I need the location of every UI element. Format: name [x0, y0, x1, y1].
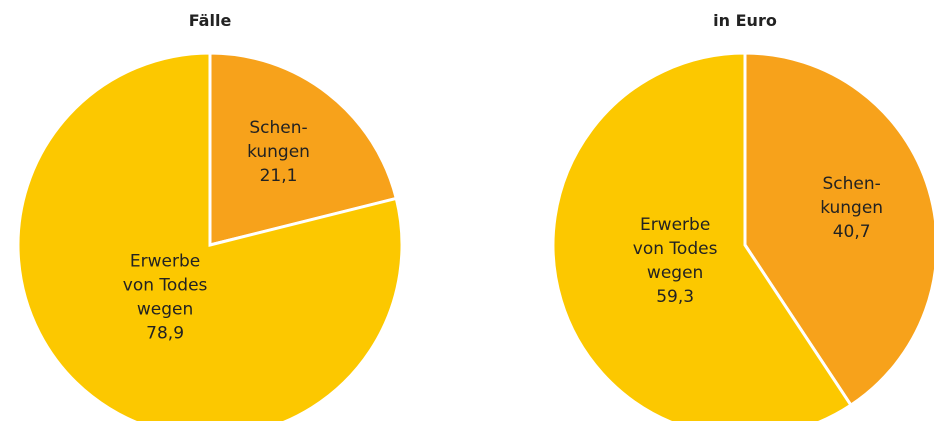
slice-label-line: Erwerbe	[640, 215, 710, 235]
slice-label: Erwerbe von Todes wegen	[633, 215, 718, 283]
slice-label-line: von Todes	[633, 239, 718, 259]
value-label: 78,9	[146, 324, 184, 344]
slice-label: Schen-kungen	[247, 118, 310, 162]
pie-slice	[743, 51, 934, 408]
pie-slice	[16, 51, 404, 421]
slice-label-line: Erwerbe	[130, 252, 200, 272]
slice-label: Schen-kungen	[820, 174, 883, 218]
value-label: 59,3	[656, 287, 694, 307]
pie-slice	[208, 51, 399, 247]
slice-label-line: wegen	[137, 300, 193, 320]
slice-label-line: kungen	[820, 198, 883, 218]
pie-slice	[551, 51, 853, 421]
slice-label-line: Schen-	[249, 118, 307, 138]
value-label: 40,7	[833, 222, 871, 242]
slice-label-line: wegen	[647, 263, 703, 283]
chart-title: in Euro	[713, 11, 777, 30]
slice-label-line: von Todes	[123, 276, 208, 296]
slice-label: Erwerbe von Todes wegen	[123, 252, 208, 320]
slice-label-line: Schen-	[823, 174, 881, 194]
slice-label-line: kungen	[247, 142, 310, 162]
chart-title: Fälle	[189, 11, 232, 30]
value-label: 21,1	[260, 166, 298, 186]
